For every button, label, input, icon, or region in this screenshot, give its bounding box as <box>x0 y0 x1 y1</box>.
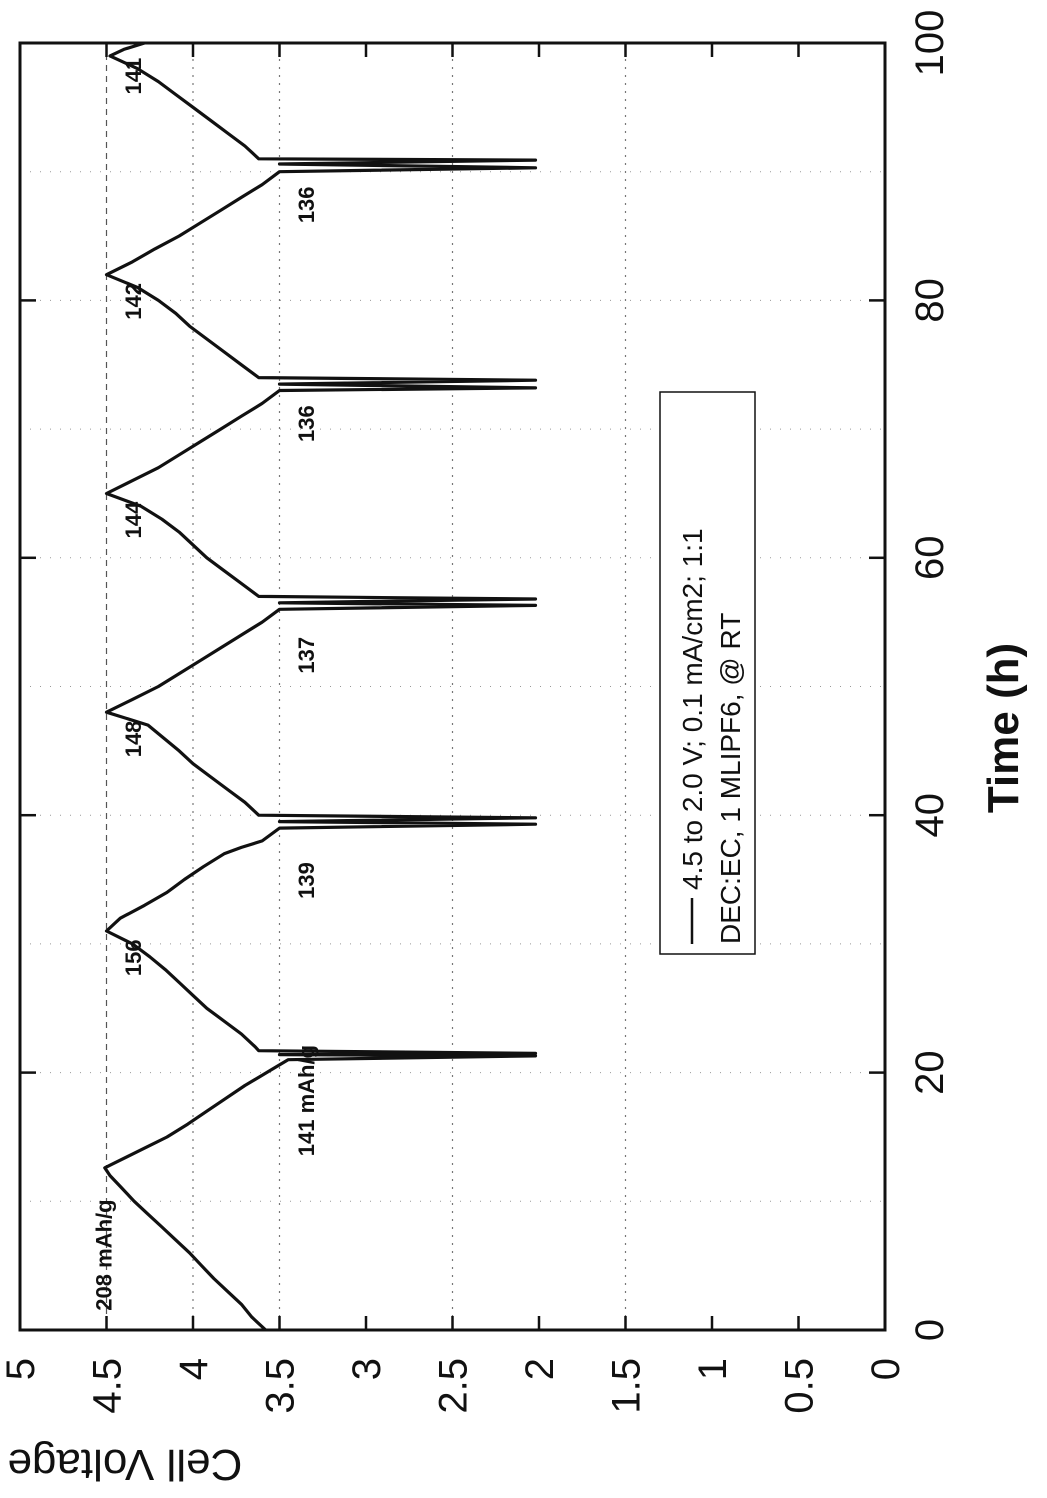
legend-box <box>659 391 756 955</box>
y-tick-label: 1 <box>691 1358 735 1380</box>
x-tick-label: 0 <box>908 1319 952 1341</box>
axis-ticks: 0 0.5 1 1.5 2 2.5 3 3.5 4 4.5 5 0 20 40 60 80 100 <box>0 10 952 1414</box>
capacity-annotation: 142 <box>121 283 146 320</box>
y-tick-label: 2 <box>518 1358 562 1380</box>
y-tick-label: 5 <box>0 1358 43 1380</box>
y-tick-label: 3.5 <box>259 1358 303 1414</box>
y-tick-label: 4 <box>172 1358 216 1380</box>
x-tick-label: 20 <box>908 1050 952 1095</box>
legend: 4.5 to 2.0 V; 0.1 mA/cm2; 1:1 DEC:EC, 1 … <box>659 391 756 955</box>
y-axis-title: Cell Voltage vs. Li (V) <box>0 1440 242 1489</box>
series-lines <box>103 41 538 1332</box>
capacity-annotation: 137 <box>294 637 319 674</box>
capacity-annotation: 141 <box>121 58 146 95</box>
capacity-annotation: 136 <box>294 405 319 442</box>
y-tick-label: 3 <box>345 1358 389 1380</box>
annotations: 208 mAh/g 141 mAh/g 156 139 148 137 144 136 142 1… <box>92 58 319 1311</box>
capacity-annotation: 156 <box>121 939 146 976</box>
y-tick-label: 0 <box>864 1358 908 1380</box>
legend-line2: DEC:EC, 1 MLIPF6, @ RT <box>715 613 746 944</box>
voltage-series-line <box>103 41 538 1332</box>
x-tick-label: 60 <box>908 536 952 581</box>
capacity-annotation: 136 <box>294 186 319 223</box>
y-tick-label: 0.5 <box>778 1358 822 1414</box>
legend-line1: 4.5 to 2.0 V; 0.1 mA/cm2; 1:1 <box>677 528 708 890</box>
y-tick-label: 4.5 <box>86 1358 130 1414</box>
capacity-annotation: 144 <box>121 501 146 538</box>
capacity-annotation: 208 mAh/g <box>92 1199 117 1310</box>
capacity-annotation: 141 mAh/g <box>294 1045 319 1156</box>
y-tick-label: 2.5 <box>432 1358 476 1414</box>
y-tick-label: 1.5 <box>605 1358 649 1414</box>
x-tick-label: 100 <box>908 10 952 77</box>
capacity-annotation: 148 <box>121 721 146 758</box>
capacity-annotation: 139 <box>294 862 319 899</box>
x-tick-label: 80 <box>908 278 952 323</box>
x-tick-label: 40 <box>908 793 952 838</box>
x-axis-title: Time (h) <box>979 643 1028 813</box>
